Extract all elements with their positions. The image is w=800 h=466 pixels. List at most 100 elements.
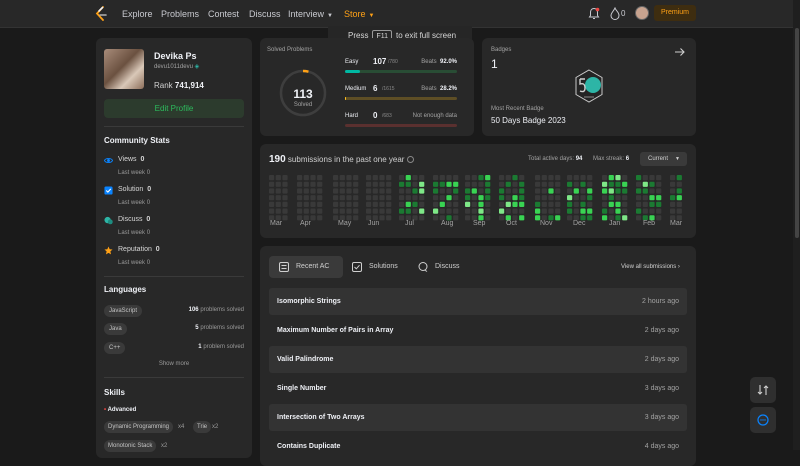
heatmap-cell[interactable] (472, 202, 477, 207)
heatmap-cell[interactable] (433, 209, 438, 214)
heatmap-cell[interactable] (472, 195, 477, 200)
heatmap-cell[interactable] (282, 215, 287, 220)
heatmap-cell[interactable] (580, 175, 585, 180)
heatmap-cell[interactable] (506, 209, 511, 214)
heatmap-cell[interactable] (602, 188, 607, 193)
heatmap-cell[interactable] (602, 209, 607, 214)
heatmap-cell[interactable] (542, 202, 547, 207)
heatmap-cell[interactable] (353, 209, 358, 214)
heatmap-cell[interactable] (555, 215, 560, 220)
heatmap-cell[interactable] (465, 182, 470, 187)
heatmap-cell[interactable] (602, 175, 607, 180)
heatmap-cell[interactable] (643, 195, 648, 200)
language-tag[interactable]: C++ (104, 342, 125, 354)
skill-tag[interactable]: Monotonic Stack (104, 440, 156, 452)
heatmap-cell[interactable] (478, 182, 483, 187)
heatmap-cell[interactable] (636, 195, 641, 200)
heatmap-cell[interactable] (297, 209, 302, 214)
heatmap-cell[interactable] (379, 175, 384, 180)
heatmap-cell[interactable] (555, 202, 560, 207)
heatmap-cell[interactable] (615, 182, 620, 187)
submission-title[interactable]: Maximum Number of Pairs in Array (277, 327, 393, 334)
heatmap-cell[interactable] (615, 202, 620, 207)
heatmap-cell[interactable] (276, 188, 281, 193)
heatmap-cell[interactable] (373, 175, 378, 180)
heatmap-cell[interactable] (478, 175, 483, 180)
heatmap-cell[interactable] (440, 188, 445, 193)
heatmap-cell[interactable] (602, 182, 607, 187)
heatmap-cell[interactable] (615, 209, 620, 214)
heatmap-cell[interactable] (677, 202, 682, 207)
heatmap-cell[interactable] (282, 209, 287, 214)
heatmap-cell[interactable] (379, 215, 384, 220)
heatmap-cell[interactable] (512, 195, 517, 200)
heatmap-cell[interactable] (622, 215, 627, 220)
heatmap-cell[interactable] (670, 209, 675, 214)
heatmap-cell[interactable] (485, 188, 490, 193)
heatmap-cell[interactable] (548, 209, 553, 214)
view-all-submissions-link[interactable]: View all submissions › (621, 264, 680, 270)
heatmap-cell[interactable] (535, 182, 540, 187)
heatmap-cell[interactable] (386, 209, 391, 214)
heatmap-cell[interactable] (512, 175, 517, 180)
heatmap-cell[interactable] (567, 175, 572, 180)
tab-recent-ac[interactable]: Recent AC (269, 256, 343, 278)
heatmap-cell[interactable] (269, 182, 274, 187)
heatmap-cell[interactable] (346, 182, 351, 187)
heatmap-cell[interactable] (567, 202, 572, 207)
heatmap-cell[interactable] (346, 188, 351, 193)
heatmap-cell[interactable] (340, 182, 345, 187)
heatmap-cell[interactable] (506, 195, 511, 200)
heatmap-cell[interactable] (433, 175, 438, 180)
heatmap-cell[interactable] (587, 209, 592, 214)
heatmap-cell[interactable] (656, 195, 661, 200)
nav-interview[interactable]: Interview▼ (288, 9, 333, 19)
heatmap-cell[interactable] (535, 202, 540, 207)
heatmap-cell[interactable] (567, 209, 572, 214)
heatmap-cell[interactable] (587, 215, 592, 220)
heatmap-cell[interactable] (567, 182, 572, 187)
heatmap-cell[interactable] (677, 175, 682, 180)
heatmap-cell[interactable] (499, 188, 504, 193)
heatmap-cell[interactable] (310, 175, 315, 180)
skill-tag[interactable]: Dynamic Programming (104, 421, 173, 433)
heatmap-cell[interactable] (446, 195, 451, 200)
heatmap-cell[interactable] (615, 175, 620, 180)
heatmap-cell[interactable] (453, 209, 458, 214)
heatmap-cell[interactable] (317, 182, 322, 187)
heatmap-cell[interactable] (574, 182, 579, 187)
heatmap-cell[interactable] (472, 175, 477, 180)
show-more-link[interactable]: Show more (96, 361, 252, 367)
heatmap-cell[interactable] (412, 202, 417, 207)
heatmap-cell[interactable] (399, 182, 404, 187)
heatmap-cell[interactable] (636, 182, 641, 187)
heatmap-cell[interactable] (478, 209, 483, 214)
heatmap-cell[interactable] (465, 209, 470, 214)
heatmap-cell[interactable] (555, 182, 560, 187)
heatmap-cell[interactable] (446, 188, 451, 193)
heatmap-cell[interactable] (386, 175, 391, 180)
tab-solutions[interactable]: Solutions (342, 256, 408, 278)
heatmap-cell[interactable] (656, 202, 661, 207)
heatmap-cell[interactable] (412, 182, 417, 187)
heatmap-cell[interactable] (386, 215, 391, 220)
heatmap-cell[interactable] (419, 175, 424, 180)
heatmap-cell[interactable] (499, 202, 504, 207)
heatmap-cell[interactable] (373, 195, 378, 200)
heatmap-cell[interactable] (472, 188, 477, 193)
heatmap-cell[interactable] (379, 209, 384, 214)
heatmap-cell[interactable] (548, 195, 553, 200)
heatmap-cell[interactable] (366, 188, 371, 193)
heatmap-cell[interactable] (340, 209, 345, 214)
heatmap-cell[interactable] (317, 188, 322, 193)
heatmap-cell[interactable] (269, 175, 274, 180)
scrollbar-thumb[interactable] (795, 28, 799, 238)
heatmap-cell[interactable] (615, 188, 620, 193)
heatmap-cell[interactable] (472, 209, 477, 214)
heatmap-cell[interactable] (406, 188, 411, 193)
submission-title[interactable]: Intersection of Two Arrays (277, 414, 365, 421)
heatmap-cell[interactable] (609, 175, 614, 180)
